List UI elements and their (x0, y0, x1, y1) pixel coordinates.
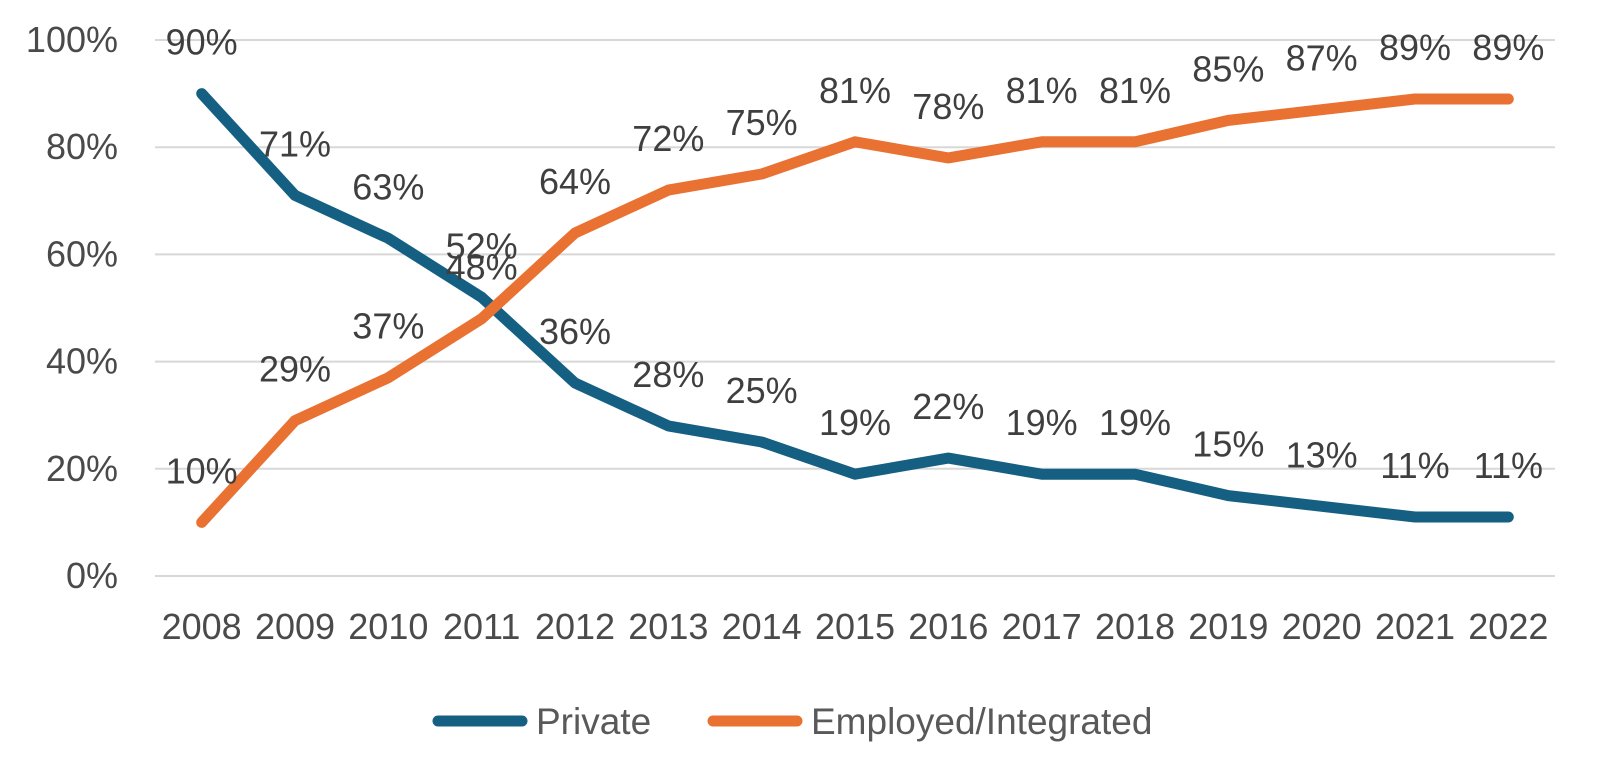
data-label-private: 11% (1474, 445, 1543, 486)
data-label-employed-integrated: 64% (539, 161, 611, 202)
x-axis-tick-label: 2009 (255, 606, 335, 647)
data-label-employed-integrated: 87% (1286, 38, 1358, 79)
x-axis-tick-label: 2019 (1188, 606, 1268, 647)
y-axis-tick-label: 20% (46, 448, 118, 489)
legend-label-private: Private (536, 701, 651, 742)
x-axis-tick-label: 2010 (348, 606, 428, 647)
data-label-employed-integrated: 89% (1379, 27, 1451, 68)
data-label-private: 25% (726, 370, 798, 411)
data-label-employed-integrated: 85% (1192, 48, 1264, 89)
data-label-private: 15% (1192, 424, 1264, 465)
data-label-private: 19% (1006, 402, 1078, 443)
data-label-private: 19% (819, 402, 891, 443)
x-axis-tick-label: 2011 (443, 606, 520, 647)
data-label-employed-integrated: 81% (1006, 70, 1078, 111)
x-axis-tick-label: 2020 (1282, 606, 1362, 647)
data-label-employed-integrated: 75% (726, 102, 798, 143)
y-axis-tick-label: 0% (66, 555, 118, 596)
data-label-private: 90% (166, 22, 238, 63)
data-label-employed-integrated: 10% (166, 450, 238, 491)
x-axis-tick-label: 2017 (1002, 606, 1082, 647)
x-axis-tick-label: 2014 (722, 606, 802, 647)
data-label-private: 13% (1286, 434, 1358, 475)
x-axis-tick-label: 2008 (162, 606, 242, 647)
series-line-private (196, 88, 1514, 523)
data-label-private: 52% (446, 225, 518, 266)
data-label-employed-integrated: 29% (259, 349, 331, 390)
data-label-employed-integrated: 78% (912, 86, 984, 127)
x-axis-tick-label: 2012 (535, 606, 615, 647)
y-axis-tick-label: 80% (46, 126, 118, 167)
data-label-employed-integrated: 37% (352, 306, 424, 347)
data-label-employed-integrated: 89% (1472, 27, 1544, 68)
x-axis-tick-label: 2016 (908, 606, 988, 647)
x-axis-tick-label: 2021 (1375, 606, 1455, 647)
data-label-private: 22% (912, 386, 984, 427)
data-label-private: 11% (1380, 445, 1449, 486)
y-axis-tick-label: 40% (46, 341, 118, 382)
data-label-private: 71% (259, 123, 331, 164)
x-axis-tick-label: 2018 (1095, 606, 1175, 647)
data-label-private: 19% (1099, 402, 1171, 443)
data-label-employed-integrated: 72% (632, 118, 704, 159)
data-label-employed-integrated: 48% (446, 247, 518, 288)
data-label-employed-integrated: 81% (1099, 70, 1171, 111)
x-axis-tick-label: 2022 (1468, 606, 1548, 647)
legend-label-employed-integrated: Employed/Integrated (811, 701, 1152, 742)
y-axis-tick-label: 100% (26, 19, 118, 60)
series-line-employed-integrated (196, 93, 1514, 528)
data-label-private: 63% (352, 166, 424, 207)
y-axis-tick-label: 60% (46, 233, 118, 274)
x-axis-tick-label: 2013 (628, 606, 708, 647)
data-label-private: 28% (632, 354, 704, 395)
x-axis-tick-label: 2015 (815, 606, 895, 647)
data-label-employed-integrated: 81% (819, 70, 891, 111)
data-label-private: 36% (539, 311, 611, 352)
